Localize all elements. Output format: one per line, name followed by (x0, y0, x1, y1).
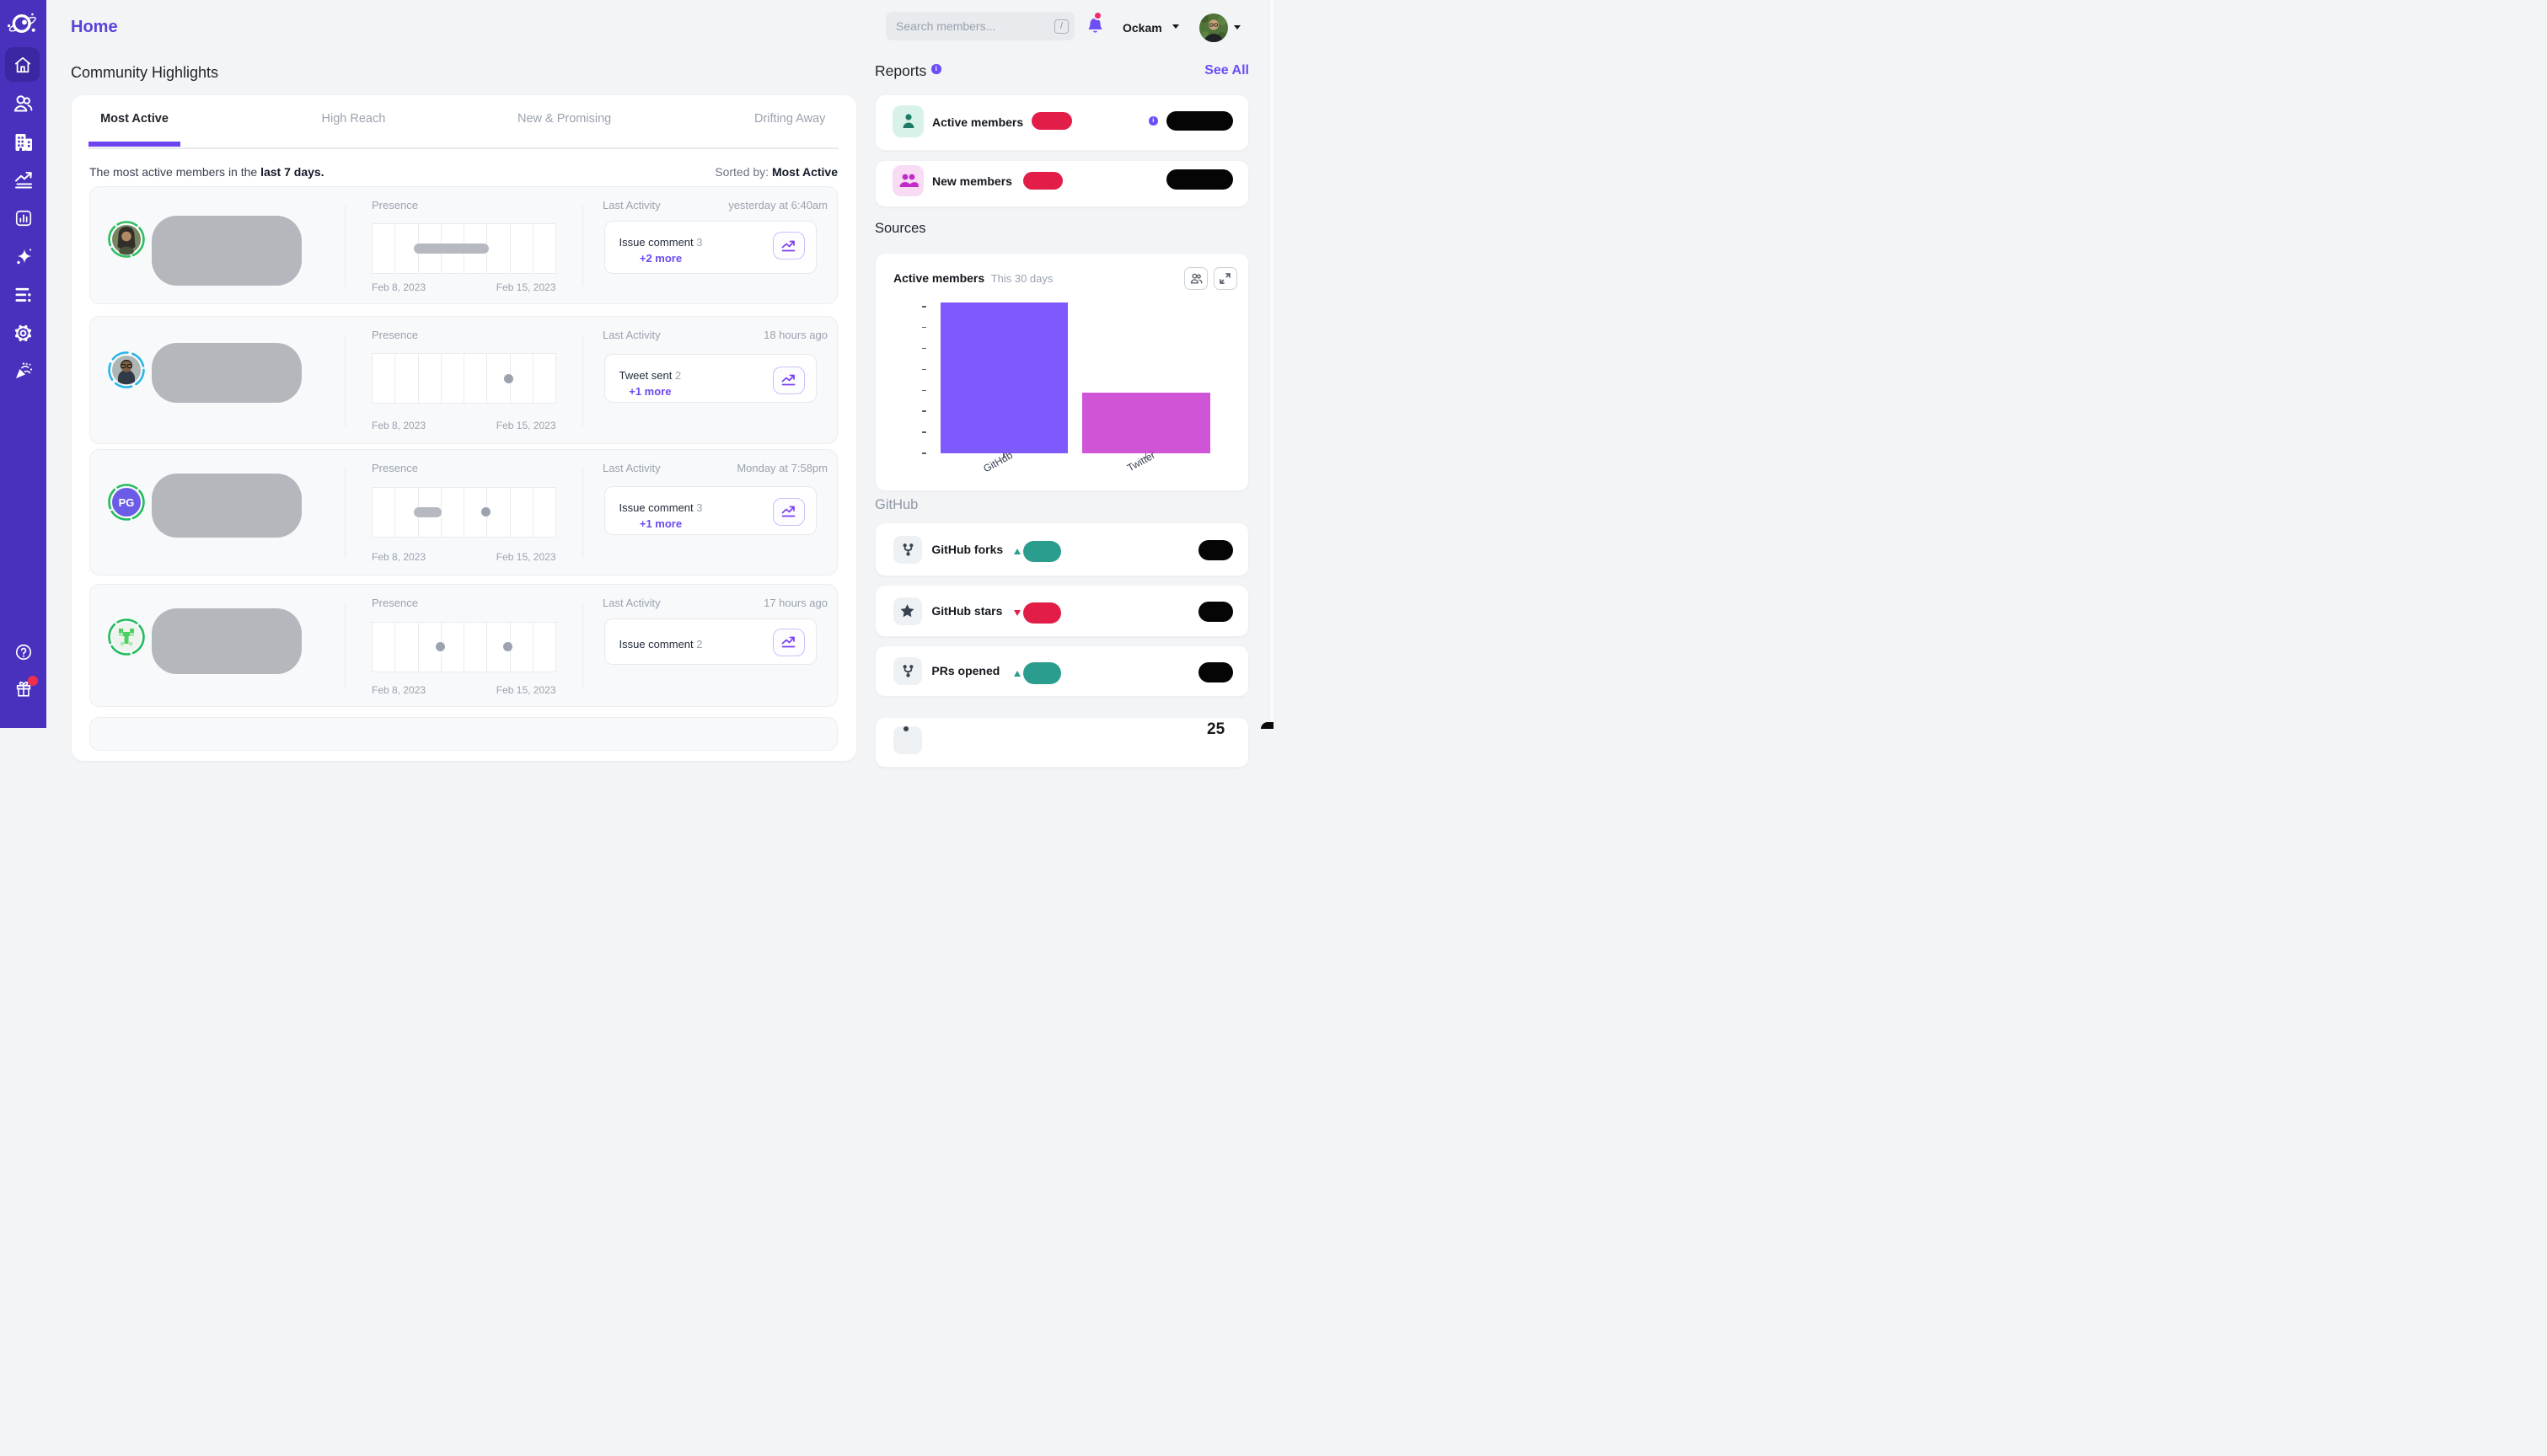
svg-text:PG: PG (118, 496, 134, 509)
